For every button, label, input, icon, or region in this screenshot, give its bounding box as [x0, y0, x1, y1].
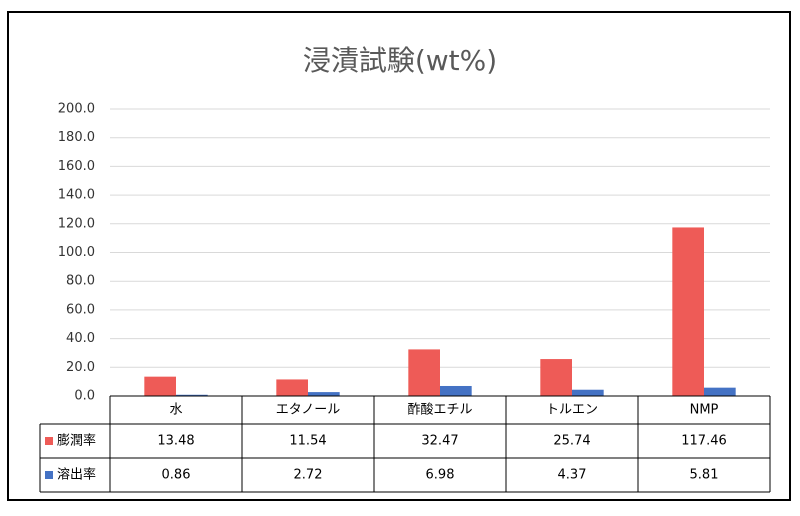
y-tick-label: 80.0: [66, 274, 95, 289]
y-tick-label: 40.0: [66, 331, 95, 346]
table-value: 32.47: [421, 434, 458, 449]
y-tick-label: 160.0: [58, 159, 95, 174]
y-tick-label: 180.0: [58, 130, 95, 145]
table-value: 5.81: [690, 468, 719, 483]
bar: [672, 227, 704, 396]
y-tick-label: 140.0: [58, 188, 95, 203]
bar: [308, 392, 340, 396]
x-tick-label: 水: [169, 403, 182, 418]
y-tick-label: 60.0: [66, 302, 95, 317]
bar: [572, 389, 604, 396]
table-value: 4.37: [558, 468, 587, 483]
bar: [144, 376, 176, 396]
y-tick-label: 120.0: [58, 216, 95, 231]
table-value: 2.72: [294, 468, 323, 483]
bar: [276, 379, 308, 396]
table-value: 25.74: [553, 434, 590, 449]
chart-title: 浸漬試験(wt%): [303, 44, 497, 77]
table-value: 6.98: [426, 468, 455, 483]
table-value: 0.86: [162, 468, 191, 483]
x-tick-label: NMP: [690, 403, 719, 418]
table-value: 11.54: [289, 434, 326, 449]
chart-border: [7, 11, 791, 501]
bar: [408, 349, 440, 396]
y-tick-label: 0.0: [74, 389, 95, 404]
x-tick-label: トルエン: [546, 403, 598, 418]
x-tick-label: 酢酸エチル: [407, 403, 472, 418]
y-tick-label: 100.0: [58, 245, 95, 260]
y-tick-label: 200.0: [58, 102, 95, 117]
table-value: 13.48: [157, 434, 194, 449]
legend-label: 溶出率: [57, 467, 96, 483]
table-value: 117.46: [681, 434, 727, 449]
bar: [540, 359, 572, 396]
bar: [176, 394, 208, 396]
x-tick-label: エタノール: [276, 403, 341, 418]
legend-key: [45, 437, 53, 445]
bar: [440, 385, 472, 396]
bar: [704, 387, 736, 396]
legend-key: [45, 471, 53, 479]
legend-label: 膨潤率: [57, 433, 96, 449]
y-tick-label: 20.0: [66, 360, 95, 375]
